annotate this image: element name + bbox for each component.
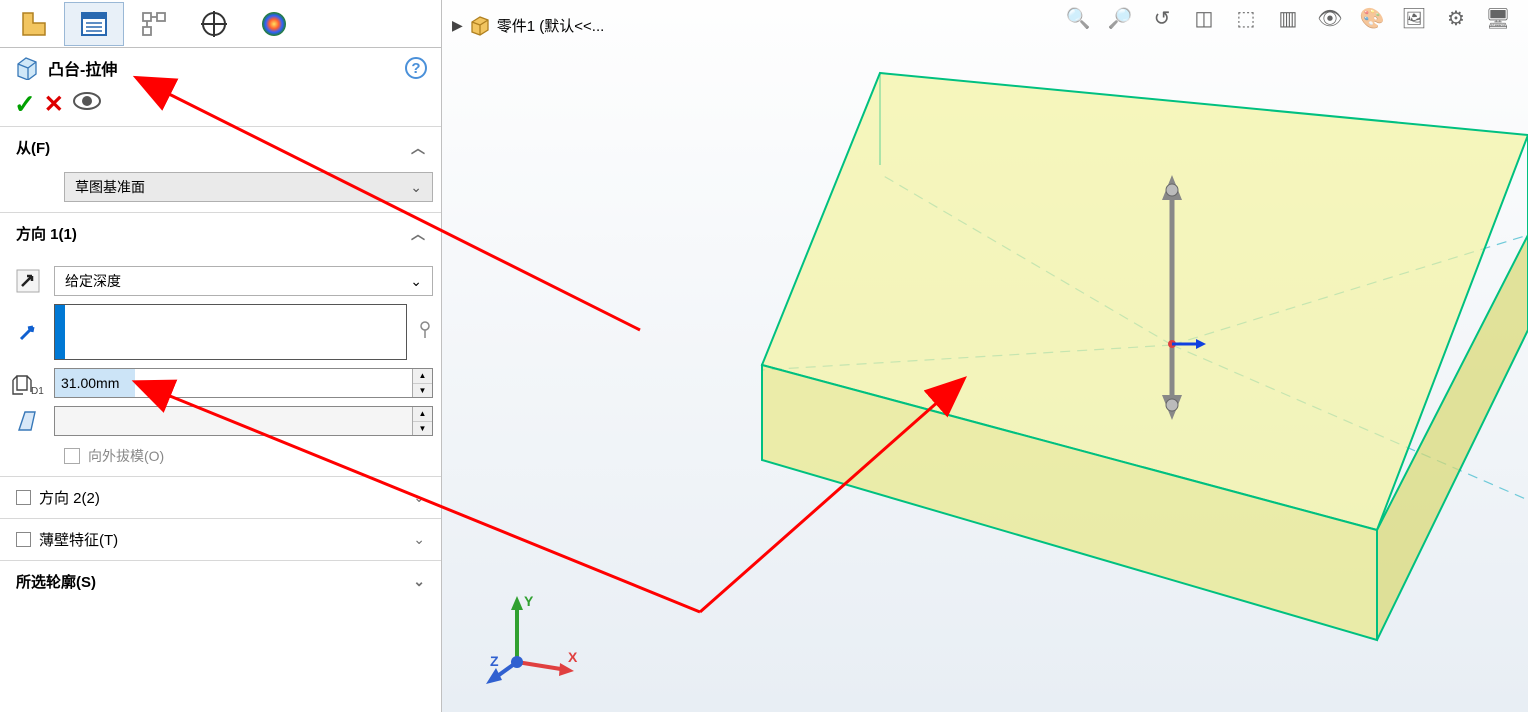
feature-tree-icon [19, 9, 49, 39]
spinner-up[interactable]: ▲ [413, 369, 432, 384]
depth-input-wrap: ▲ ▼ [54, 368, 433, 398]
from-dropdown[interactable]: 草图基准面 ⌄ [64, 172, 433, 202]
feature-title: 凸台-拉伸 [48, 56, 117, 80]
end-condition-value: 给定深度 [65, 271, 121, 291]
from-header[interactable]: 从(F) ︿ [0, 127, 441, 168]
ok-button[interactable]: ✓ [14, 89, 36, 120]
appearance-icon [259, 9, 289, 39]
cancel-button[interactable]: ✕ [44, 90, 64, 119]
direction1-section: 方向 1(1) ︿ 给定深度 ⌄ [0, 212, 441, 476]
direction1-header[interactable]: 方向 1(1) ︿ [0, 213, 441, 254]
direction-selection-box[interactable] [54, 304, 407, 360]
chevron-down-icon: ⌄ [413, 573, 425, 590]
draft-input-wrap: ▲ ▼ [54, 406, 433, 436]
triad-z-label: Z [490, 653, 499, 669]
chevron-up-icon: ︿ [411, 138, 425, 158]
direction2-header[interactable]: 方向 2(2) ⌄ [0, 477, 441, 518]
property-icon [79, 9, 109, 39]
chevron-down-icon: ⌄ [413, 489, 425, 506]
svg-text:D1: D1 [31, 386, 44, 396]
target-icon [199, 9, 229, 39]
property-manager-panel: 凸台-拉伸 ? ✓ ✕ 从(F) ︿ 草图基准面 ⌄ [0, 0, 442, 712]
config-icon [139, 9, 169, 39]
end-condition-dropdown[interactable]: 给定深度 ⌄ [54, 266, 433, 296]
draft-icon[interactable] [8, 408, 48, 434]
depth-input[interactable] [55, 369, 135, 397]
draft-spinner: ▲ ▼ [412, 407, 432, 435]
contours-header[interactable]: 所选轮廓(S) ⌄ [0, 561, 441, 602]
direction2-label: 方向 2(2) [39, 487, 100, 508]
contours-label: 所选轮廓(S) [16, 571, 96, 592]
thin-feature-section: 薄壁特征(T) ⌄ [0, 518, 441, 560]
from-section: 从(F) ︿ 草图基准面 ⌄ [0, 126, 441, 212]
chevron-down-icon: ⌄ [410, 179, 422, 196]
selection-marker [55, 305, 65, 359]
graphics-viewport[interactable]: 🔍 🔎 ↺ ◫ ⬚ ▥ 👁 🎨 🖼 ⚙ 🖥 ▶ 零件1 (默认<<... [442, 0, 1528, 712]
preview-button[interactable] [72, 90, 102, 118]
direction2-section: 方向 2(2) ⌄ [0, 476, 441, 518]
config-manager-tab[interactable] [124, 2, 184, 46]
from-dropdown-value: 草图基准面 [75, 177, 145, 197]
draft-outward-label: 向外拔模(O) [88, 446, 164, 466]
depth-icon: D1 [8, 370, 48, 396]
pin-icon[interactable] [417, 320, 433, 345]
help-icon[interactable]: ? [405, 57, 427, 79]
spinner-up[interactable]: ▲ [413, 407, 432, 422]
chevron-down-icon: ⌄ [410, 273, 422, 290]
triad-y-label: Y [524, 593, 534, 609]
spinner-down[interactable]: ▼ [413, 384, 432, 398]
draft-outward-checkbox[interactable] [64, 448, 80, 464]
appearance-tab[interactable] [244, 2, 304, 46]
thin-feature-header[interactable]: 薄壁特征(T) ⌄ [0, 519, 441, 560]
reverse-direction-button[interactable] [8, 268, 48, 294]
thin-feature-checkbox[interactable] [16, 532, 31, 547]
triad-x-label: X [568, 649, 578, 665]
panel-tab-row [0, 0, 441, 48]
thin-feature-label: 薄壁特征(T) [39, 529, 118, 550]
direction1-label: 方向 1(1) [16, 223, 77, 244]
dimxpert-tab[interactable] [184, 2, 244, 46]
direction2-checkbox[interactable] [16, 490, 31, 505]
from-label: 从(F) [16, 137, 50, 158]
draft-outward-row: 向外拔模(O) [64, 446, 433, 466]
spinner-down[interactable]: ▼ [413, 422, 432, 436]
extrude-boss-icon [14, 54, 40, 83]
property-manager-tab[interactable] [64, 2, 124, 46]
feature-header: 凸台-拉伸 ? [0, 48, 441, 88]
draft-input[interactable] [55, 407, 412, 435]
chevron-down-icon: ⌄ [413, 531, 425, 548]
model-preview [442, 0, 1528, 712]
direction-vector-icon[interactable] [8, 319, 48, 345]
feature-manager-tab[interactable] [4, 2, 64, 46]
chevron-up-icon: ︿ [411, 224, 425, 244]
action-row: ✓ ✕ [0, 88, 441, 126]
contours-section: 所选轮廓(S) ⌄ [0, 560, 441, 602]
orientation-triad[interactable]: Y X Z [472, 592, 582, 692]
depth-spinner: ▲ ▼ [412, 369, 432, 397]
